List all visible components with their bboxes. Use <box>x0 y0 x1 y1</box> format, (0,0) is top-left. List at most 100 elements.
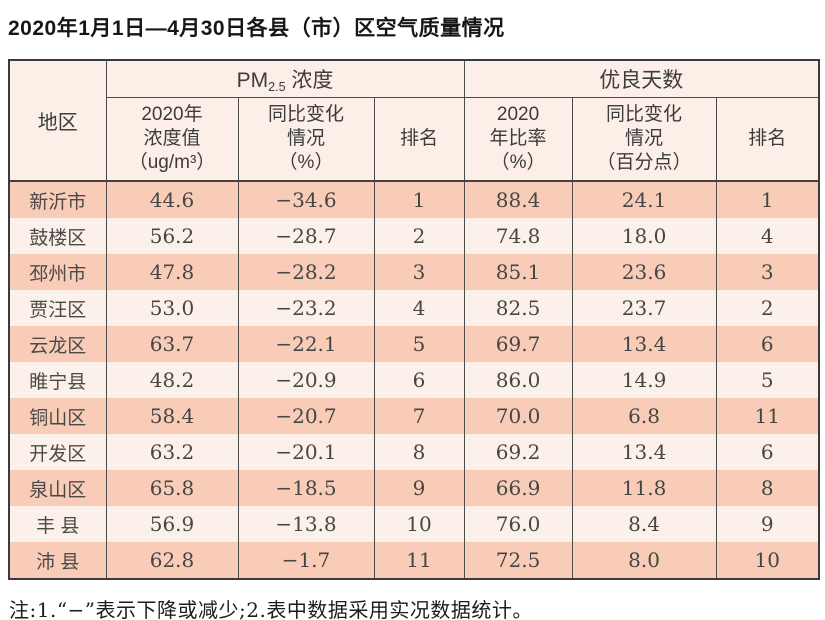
good-rank-cell: 5 <box>715 362 820 398</box>
good-ratio-cell: 88.4 <box>463 181 573 218</box>
pm-change-cell: −20.7 <box>237 398 375 434</box>
pm-change-cell: −13.8 <box>237 506 375 542</box>
good-rank-cell: 6 <box>715 326 820 362</box>
good-rank-cell: 9 <box>715 506 820 542</box>
pm-rank-cell: 10 <box>373 506 465 542</box>
good-ratio-cell: 76.0 <box>463 506 573 542</box>
table-row: 云龙区 63.7 −22.1 5 69.7 13.4 6 <box>8 326 820 362</box>
pm-change-cell: −28.2 <box>237 254 375 290</box>
pm-rank-cell: 6 <box>373 362 465 398</box>
pm-value-cell: 44.6 <box>105 181 239 218</box>
pm-change-cell: −20.9 <box>237 362 375 398</box>
table-row: 鼓楼区 56.2 −28.7 2 74.8 18.0 4 <box>8 218 820 254</box>
region-cell: 丰 县 <box>8 506 107 542</box>
region-cell: 泉山区 <box>8 470 107 506</box>
header-pm-change: 同比变化 情况 （%） <box>237 97 375 182</box>
header-pm-value: 2020年 浓度值 （ug/m³） <box>105 97 239 182</box>
good-change-cell: 23.6 <box>571 254 717 290</box>
pm-change-cell: −22.1 <box>237 326 375 362</box>
pm-value-cell: 53.0 <box>105 290 239 326</box>
pm-value-cell: 63.2 <box>105 434 239 470</box>
pm-value-cell: 63.7 <box>105 326 239 362</box>
good-change-cell: 18.0 <box>571 218 717 254</box>
good-rank-cell: 4 <box>715 218 820 254</box>
region-cell: 睢宁县 <box>8 362 107 398</box>
pm-rank-cell: 4 <box>373 290 465 326</box>
pm-rank-cell: 3 <box>373 254 465 290</box>
pm-rank-cell: 5 <box>373 326 465 362</box>
pm-change-cell: −23.2 <box>237 290 375 326</box>
table-row: 睢宁县 48.2 −20.9 6 86.0 14.9 5 <box>8 362 820 398</box>
table-row: 沛 县 62.8 −1.7 11 72.5 8.0 10 <box>8 542 820 579</box>
pm-change-cell: −34.6 <box>237 181 375 218</box>
good-rank-cell: 6 <box>715 434 820 470</box>
good-ratio-cell: 85.1 <box>463 254 573 290</box>
good-rank-cell: 1 <box>715 181 820 218</box>
pm-value-cell: 56.9 <box>105 506 239 542</box>
pm-subscript: 2.5 <box>268 79 286 94</box>
good-change-cell: 11.8 <box>571 470 717 506</box>
good-change-cell: 6.8 <box>571 398 717 434</box>
table-row: 新沂市 44.6 −34.6 1 88.4 24.1 1 <box>8 181 820 218</box>
good-change-cell: 13.4 <box>571 326 717 362</box>
header-good-change: 同比变化 情况 （百分点） <box>571 97 717 182</box>
pm-change-cell: −18.5 <box>237 470 375 506</box>
pm-value-cell: 56.2 <box>105 218 239 254</box>
good-ratio-cell: 70.0 <box>463 398 573 434</box>
header-group-row: 地区 PM2.5 浓度 优良天数 <box>8 60 820 182</box>
good-change-cell: 24.1 <box>571 181 717 218</box>
good-ratio-cell: 72.5 <box>463 542 573 579</box>
good-ratio-cell: 69.7 <box>463 326 573 362</box>
header-good-rank: 排名 <box>715 97 820 182</box>
table-row: 丰 县 56.9 −13.8 10 76.0 8.4 9 <box>8 506 820 542</box>
region-cell: 鼓楼区 <box>8 218 107 254</box>
pm-label: PM <box>236 69 269 92</box>
good-rank-cell: 3 <box>715 254 820 290</box>
footnote: 注:1.“−”表示下降或减少;2.表中数据采用实况数据统计。 <box>9 598 533 620</box>
region-cell: 云龙区 <box>8 326 107 362</box>
table-row: 邳州市 47.8 −28.2 3 85.1 23.6 3 <box>8 254 820 290</box>
pm-rank-cell: 2 <box>373 218 465 254</box>
good-ratio-cell: 86.0 <box>463 362 573 398</box>
good-rank-cell: 10 <box>715 542 820 579</box>
pm-rank-cell: 11 <box>373 542 465 579</box>
good-change-cell: 13.4 <box>571 434 717 470</box>
good-rank-cell: 8 <box>715 470 820 506</box>
pm-rank-cell: 9 <box>373 470 465 506</box>
pm-value-cell: 58.4 <box>105 398 239 434</box>
good-rank-cell: 11 <box>715 398 820 434</box>
pm-rank-cell: 7 <box>373 398 465 434</box>
header-sub-row: 2020年 浓度值 （ug/m³） 同比变化 情况 （%） 排名 2020 年比… <box>9 97 820 182</box>
pm-value-cell: 62.8 <box>105 542 239 579</box>
table-row: 开发区 63.2 −20.1 8 69.2 13.4 6 <box>8 434 820 470</box>
table-row: 泉山区 65.8 −18.5 9 66.9 11.8 8 <box>8 470 820 506</box>
region-cell: 贾汪区 <box>8 290 107 326</box>
header-good-ratio: 2020 年比率 （%） <box>463 97 573 182</box>
header-pm-group: PM2.5 浓度 <box>105 60 465 98</box>
header-region: 地区 <box>8 60 107 182</box>
header-pm-rank: 排名 <box>373 97 465 182</box>
table-row: 铜山区 58.4 −20.7 7 70.0 6.8 11 <box>8 398 820 434</box>
region-cell: 沛 县 <box>8 542 107 579</box>
good-ratio-cell: 69.2 <box>463 434 573 470</box>
air-quality-table: 地区 PM2.5 浓度 优良天数 2020年 浓度值 （ug/m³） 同比变化 … <box>8 59 821 580</box>
pm-change-cell: −20.1 <box>237 434 375 470</box>
good-ratio-cell: 82.5 <box>463 290 573 326</box>
good-change-cell: 8.4 <box>571 506 717 542</box>
good-ratio-cell: 66.9 <box>463 470 573 506</box>
pm-change-cell: −28.7 <box>237 218 375 254</box>
page-title: 2020年1月1日—4月30日各县（市）区空气质量情况 <box>8 17 505 40</box>
pm-rank-cell: 1 <box>373 181 465 218</box>
pm-value-cell: 48.2 <box>105 362 239 398</box>
good-change-cell: 8.0 <box>571 542 717 579</box>
pm-change-cell: −1.7 <box>237 542 375 579</box>
good-ratio-cell: 74.8 <box>463 218 573 254</box>
good-change-cell: 14.9 <box>571 362 717 398</box>
region-cell: 铜山区 <box>8 398 107 434</box>
region-cell: 邳州市 <box>8 254 107 290</box>
pm-rank-cell: 8 <box>373 434 465 470</box>
good-change-cell: 23.7 <box>571 290 717 326</box>
table-row: 贾汪区 53.0 −23.2 4 82.5 23.7 2 <box>8 290 820 326</box>
region-cell: 开发区 <box>8 434 107 470</box>
